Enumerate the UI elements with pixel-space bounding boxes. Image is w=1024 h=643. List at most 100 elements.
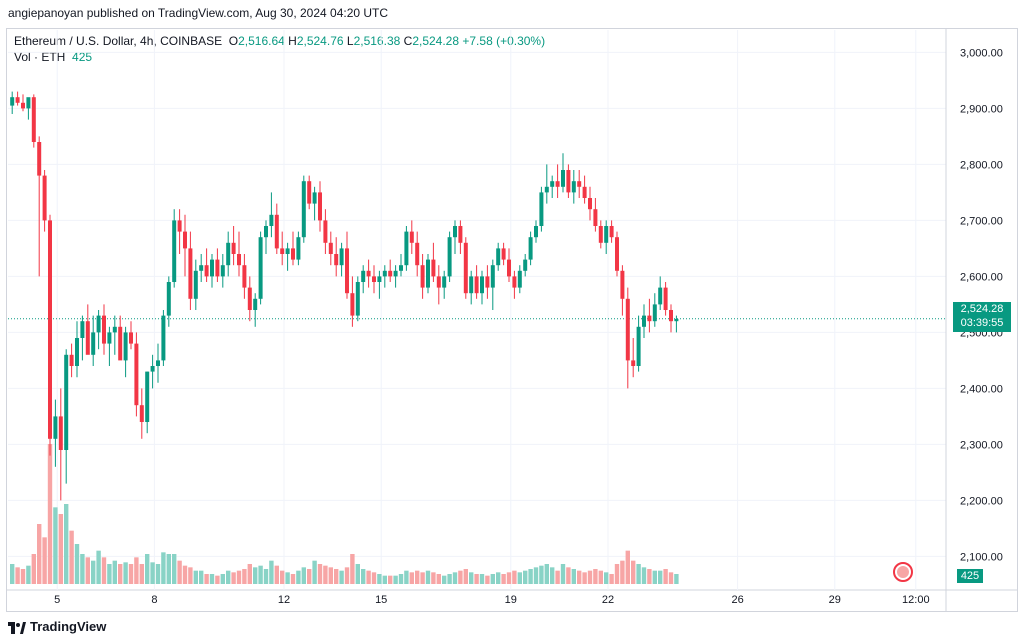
candle-body (350, 293, 355, 316)
volume-bar (193, 570, 198, 584)
close-label: C (403, 34, 413, 48)
volume-label[interactable]: Vol · ETH (14, 50, 66, 64)
x-tick-label: 26 (731, 594, 743, 606)
volume-bar (204, 574, 209, 584)
last-price: 2,524.28 (960, 303, 1004, 315)
candle-body (334, 254, 339, 266)
candle-body (323, 220, 328, 243)
volume-bar (668, 572, 674, 584)
volume-bar (560, 564, 566, 584)
volume-bar (177, 560, 182, 584)
volume-bar (544, 564, 549, 584)
candle-body (42, 175, 47, 221)
candle-body (507, 259, 511, 277)
candle-body (463, 242, 468, 294)
volume-bar (458, 570, 463, 584)
candle-body (134, 343, 139, 406)
candle-body (96, 315, 101, 333)
candle-body (64, 354, 69, 450)
volume-bar (533, 567, 539, 584)
volume-bar (344, 567, 350, 584)
volume-bar (463, 569, 468, 584)
volume-bar (247, 564, 252, 584)
volume-bar (382, 575, 387, 584)
candle-body (91, 332, 96, 355)
volume-bar (182, 565, 188, 584)
candle-body (571, 181, 576, 193)
volume-bar (215, 575, 220, 584)
candle-body (642, 315, 646, 327)
volume-legend: Vol · ETH 425 (14, 50, 92, 64)
volume-bar (404, 570, 409, 584)
y-tick-label: 2,700.00 (960, 215, 1003, 227)
candle-body (566, 170, 571, 193)
candle-body (409, 231, 414, 243)
volume-bar (301, 567, 306, 584)
volume-bar (501, 574, 506, 584)
symbol-title[interactable]: Ethereum / U.S. Dollar, 4h, COINBASE (14, 34, 223, 48)
candle-body (539, 192, 544, 226)
volume-bar (539, 565, 544, 584)
volume-bar (296, 570, 301, 584)
volume-bar (85, 557, 90, 584)
volume-bar (577, 570, 582, 584)
volume-bar (393, 575, 398, 584)
candle-body (528, 237, 533, 260)
candle-body (604, 226, 609, 243)
volume-bar (388, 575, 393, 584)
volume-bar (112, 560, 117, 584)
volume-bar (323, 565, 328, 584)
candle-body (204, 265, 209, 277)
volume-bar (442, 575, 447, 584)
volume-bar (145, 554, 150, 584)
candle-body (593, 209, 598, 226)
candle-body (285, 248, 290, 254)
candle-body (269, 214, 274, 226)
candle-body (220, 265, 225, 277)
volume-bar (420, 572, 425, 584)
volume-bar (652, 570, 657, 584)
x-tick-label: 19 (505, 594, 517, 606)
volume-bar (620, 560, 625, 584)
volume-bar (269, 560, 274, 584)
candle-body (625, 298, 630, 361)
candle-body (561, 170, 565, 187)
candle-body (388, 270, 393, 277)
volume-bar (231, 572, 236, 584)
candle-body (102, 315, 106, 344)
volume-bar (80, 554, 85, 584)
ohlc-legend: Ethereum / U.S. Dollar, 4h, COINBASE O2,… (14, 33, 545, 49)
candle-body (210, 259, 214, 277)
volume-bar (166, 554, 171, 584)
candle-body (361, 270, 366, 282)
candle-body (242, 265, 247, 288)
open-value: 2,516.64 (238, 34, 285, 48)
change-value: +7.58 (+0.30%) (462, 34, 546, 48)
volume-bar (517, 572, 522, 584)
volume-bar (15, 567, 20, 584)
volume-bar (307, 569, 312, 584)
candle-body (85, 321, 90, 355)
candle-body (458, 226, 463, 243)
volume-bar (37, 524, 42, 584)
event-flag-icon[interactable] (892, 561, 914, 583)
candle-body (480, 276, 484, 294)
volume-bar (436, 574, 441, 584)
last-price-tag: 2,524.28 03:39:55 (953, 302, 1011, 332)
volume-bar (555, 570, 560, 584)
volume-bar (641, 567, 647, 584)
volume-bar (425, 570, 431, 584)
volume-bar (587, 570, 593, 584)
candle-body (588, 198, 592, 210)
volume-bar (123, 562, 128, 584)
candle-body (372, 276, 376, 282)
candle-body (658, 287, 663, 305)
candle-body (129, 332, 133, 344)
candle-body (615, 237, 619, 271)
volume-bar (317, 564, 323, 584)
candle-body (404, 231, 409, 266)
candle-body (620, 270, 625, 299)
chart-frame (6, 28, 1018, 612)
candle-body (474, 276, 479, 294)
